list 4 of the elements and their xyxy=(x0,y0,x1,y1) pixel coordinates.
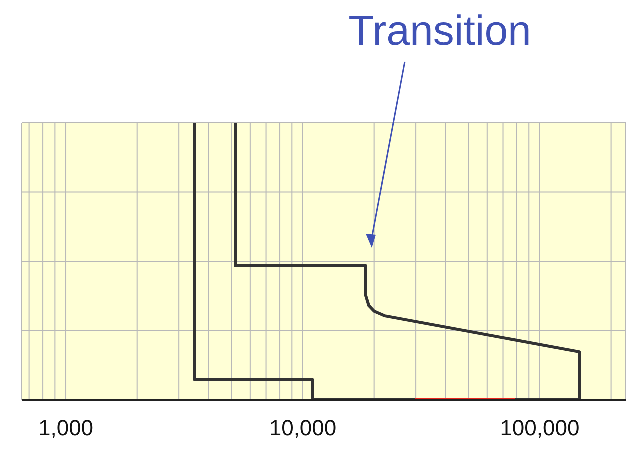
x-tick-label: 10,000 xyxy=(269,416,337,441)
x-tick-label: 1,000 xyxy=(38,416,94,441)
text: Transition xyxy=(348,7,532,54)
x-tick-label: 100,000 xyxy=(500,416,580,441)
